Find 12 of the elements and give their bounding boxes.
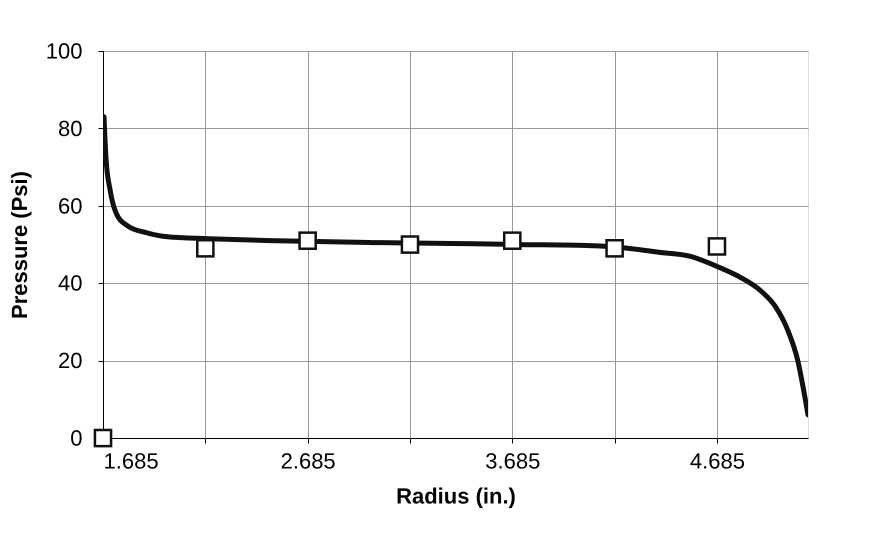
y-tick-label: 0	[70, 426, 82, 450]
x-axis-title: Radius (in.)	[396, 484, 516, 508]
y-tick-label: 60	[58, 193, 82, 218]
y-tick-label: 20	[58, 348, 82, 374]
y-tick-label: 80	[58, 116, 82, 141]
x-tick-label: 4.685	[690, 448, 745, 474]
x-tick-label: 1.685	[104, 448, 159, 474]
x-tick-label: 2.685	[280, 448, 336, 474]
y-tick-label: 100	[46, 38, 82, 64]
y-tick-label: 40	[58, 270, 82, 296]
x-tick-label: 3.685	[485, 448, 540, 474]
y-axis-title: Pressure (Psi)	[6, 171, 32, 319]
